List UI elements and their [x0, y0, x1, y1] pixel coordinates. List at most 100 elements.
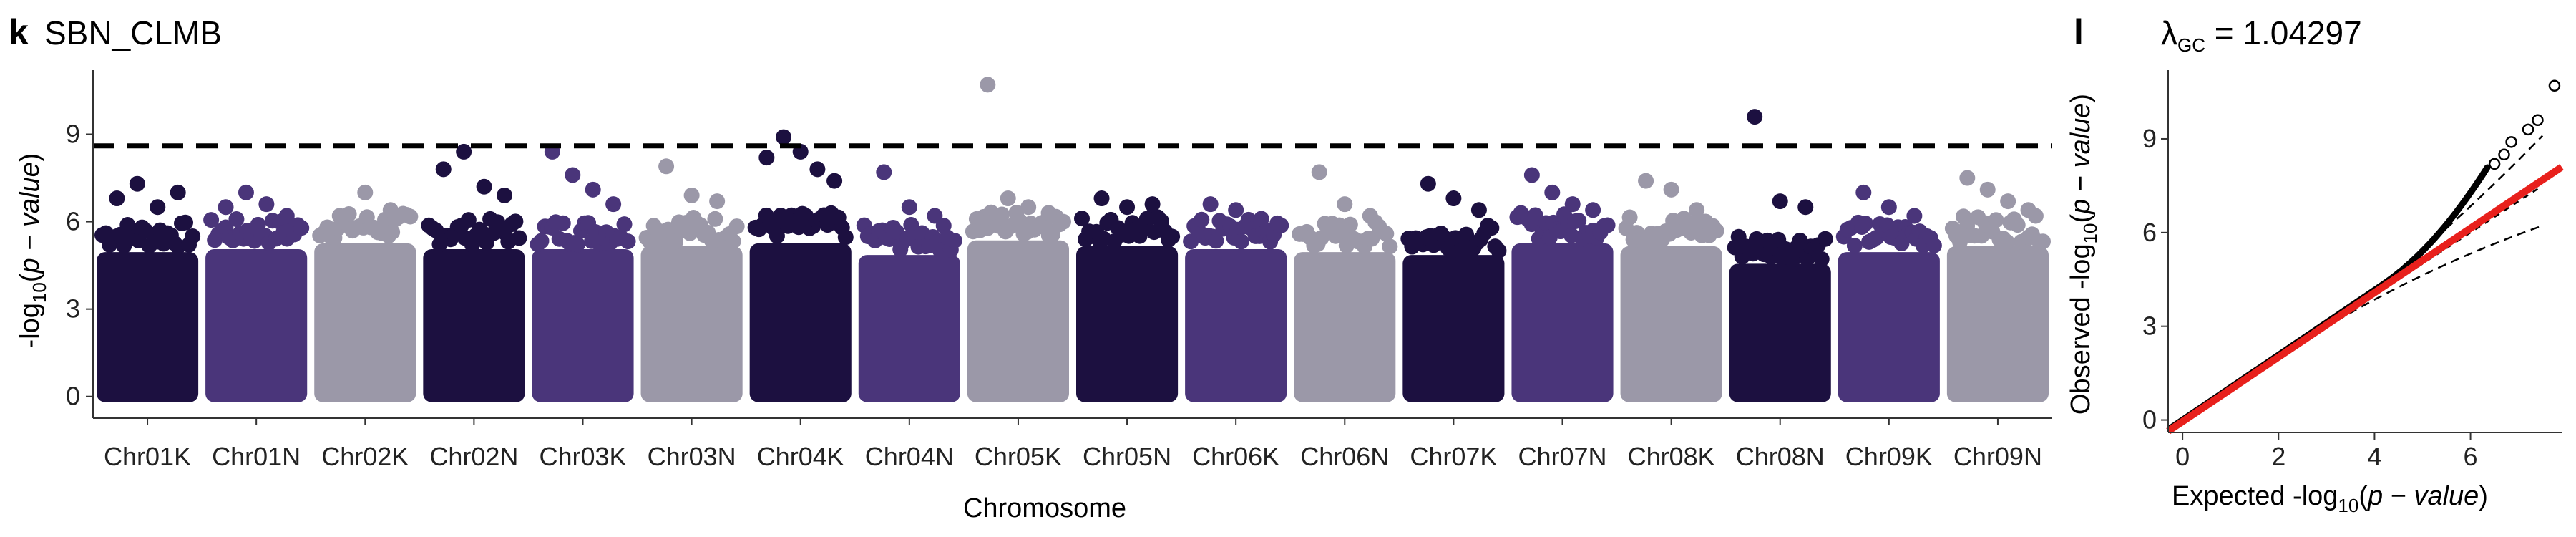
- snp-point: [620, 233, 636, 250]
- snp-point: [707, 211, 723, 227]
- snp-point: [769, 228, 785, 244]
- peak-snp-point: [456, 143, 472, 160]
- chromosome-band: [97, 252, 199, 402]
- chromosome-tick-label: Chr03K: [539, 442, 626, 471]
- peak-snp-point: [1855, 184, 1872, 200]
- peak-snp-point: [605, 196, 622, 213]
- peak-snp-point: [1470, 202, 1487, 218]
- snp-point: [1483, 220, 1500, 236]
- chromosome-bands: [94, 204, 2051, 402]
- snp-point: [1491, 243, 1507, 259]
- chromosome-tick-label: Chr08N: [1736, 442, 1825, 471]
- qq-top-point: [2498, 148, 2510, 161]
- qq-top-point: [2522, 123, 2534, 136]
- snp-point: [725, 233, 741, 249]
- peak-snp-point: [1906, 208, 1923, 224]
- peak-snp-point: [585, 181, 601, 198]
- snp-point: [1443, 243, 1460, 259]
- chromosome-tick-label: Chr09K: [1845, 442, 1933, 471]
- peak-snp-point: [1420, 175, 1436, 192]
- peak-snp-point: [1337, 196, 1353, 213]
- qq-top-point: [2505, 136, 2517, 148]
- snp-point: [1233, 233, 1249, 250]
- chromosome-band: [205, 249, 308, 402]
- peak-snp-point: [709, 193, 726, 210]
- peak-snp-point: [1362, 208, 1378, 224]
- qq-y-tick-label: 6: [2142, 218, 2157, 247]
- y-tick-label: 3: [66, 294, 80, 324]
- snp-point: [2035, 233, 2051, 250]
- chromosome-tick-label: Chr04K: [757, 442, 844, 471]
- snp-point: [1999, 233, 2015, 250]
- peak-snp-point: [776, 129, 792, 145]
- peak-snp-point: [2000, 193, 2016, 210]
- peak-snp-point: [1585, 202, 1601, 218]
- chromosome-tick-label: Chr01K: [104, 442, 191, 471]
- peak-snp-point: [1040, 205, 1057, 221]
- lambda-gc-label: λGC = 1.04297: [2161, 14, 2362, 56]
- chromosome-tick-label: Chr09N: [1953, 442, 2042, 471]
- manhattan-y-axis-label: -log10(p − value): [15, 153, 50, 349]
- chromosome-band: [532, 249, 634, 402]
- chromosome-band: [858, 255, 960, 402]
- qq-y-tick-label: 9: [2142, 124, 2157, 153]
- peak-snp-point: [1747, 109, 1763, 125]
- manhattan-x-axis-label: Chromosome: [963, 493, 1126, 523]
- snp-point: [185, 228, 201, 244]
- snp-point: [1858, 216, 1874, 232]
- peak-snp-point: [980, 77, 996, 93]
- snp-point: [616, 216, 633, 233]
- qq-fit-line: [2166, 164, 2564, 435]
- chromosome-tick-label: Chr06K: [1192, 442, 1279, 471]
- qq-x-tick-label: 4: [2367, 442, 2381, 471]
- chromosome-band: [1946, 246, 2049, 402]
- chromosome-band: [423, 249, 525, 402]
- snp-point: [1621, 209, 1638, 226]
- peak-snp-point: [331, 208, 348, 224]
- snp-point: [1273, 217, 1289, 233]
- peak-snp-point: [435, 161, 452, 178]
- peak-snp-point: [218, 199, 234, 216]
- lambda-gc-value: 1.04297: [2243, 14, 2361, 52]
- peak-snp-point: [1544, 184, 1561, 200]
- peak-snp-point: [1228, 202, 1244, 218]
- peak-snp-point: [758, 150, 775, 166]
- snp-point: [1926, 237, 1942, 253]
- peak-snp-point: [1253, 211, 1269, 227]
- snp-point: [1074, 211, 1090, 227]
- peak-snp-point: [1689, 202, 1705, 218]
- peak-snp-point: [258, 196, 275, 213]
- peak-snp-point: [1564, 196, 1581, 213]
- peak-snp-point: [927, 208, 943, 224]
- chromosome-tick-label: Chr07K: [1410, 442, 1497, 471]
- qq-plot-area: 0 3 6 9 0 2 4 6: [2142, 70, 2564, 471]
- chromosome-band: [314, 243, 416, 402]
- chromosome-tick-label: Chr02K: [321, 442, 409, 471]
- chromosome-band: [1294, 252, 1396, 402]
- chromosome-tick-label: Chr04N: [865, 442, 954, 471]
- chromosome-tick-label: Chr06N: [1300, 442, 1389, 471]
- qq-x-tick-label: 0: [2175, 442, 2190, 471]
- snp-point: [384, 224, 401, 241]
- snp-point: [116, 238, 132, 254]
- chromosome-band: [1511, 243, 1614, 402]
- qq-plot: l λGC = 1.04297 0 3 6 9 0 2 4 6 Expected -log10…: [2066, 12, 2564, 516]
- peak-snp-point: [809, 161, 826, 178]
- peak-snp-point: [901, 199, 917, 216]
- peak-snp-point: [1144, 196, 1161, 213]
- snp-point: [946, 233, 962, 249]
- chromosome-tick-label: Chr02N: [429, 442, 518, 471]
- snp-point: [994, 206, 1010, 223]
- manhattan-plot: k SBN_CLMB Chr01K Chr01N Chr02K Chr02N Chr03…: [9, 12, 2052, 523]
- panel-letter-k: k: [9, 12, 29, 52]
- peak-snp-point: [1959, 170, 1976, 186]
- qq-y-axis-label: Observed -log10(p − value): [2066, 94, 2101, 415]
- snp-point: [569, 236, 585, 253]
- qq-lower-confidence-line: [2191, 225, 2543, 415]
- snp-point: [177, 214, 194, 231]
- snp-point: [1382, 238, 1398, 255]
- manhattan-title: SBN_CLMB: [44, 14, 222, 52]
- peak-snp-point: [1523, 167, 1540, 183]
- chromosome-tick-label: Chr01N: [212, 442, 301, 471]
- snp-point: [511, 230, 527, 246]
